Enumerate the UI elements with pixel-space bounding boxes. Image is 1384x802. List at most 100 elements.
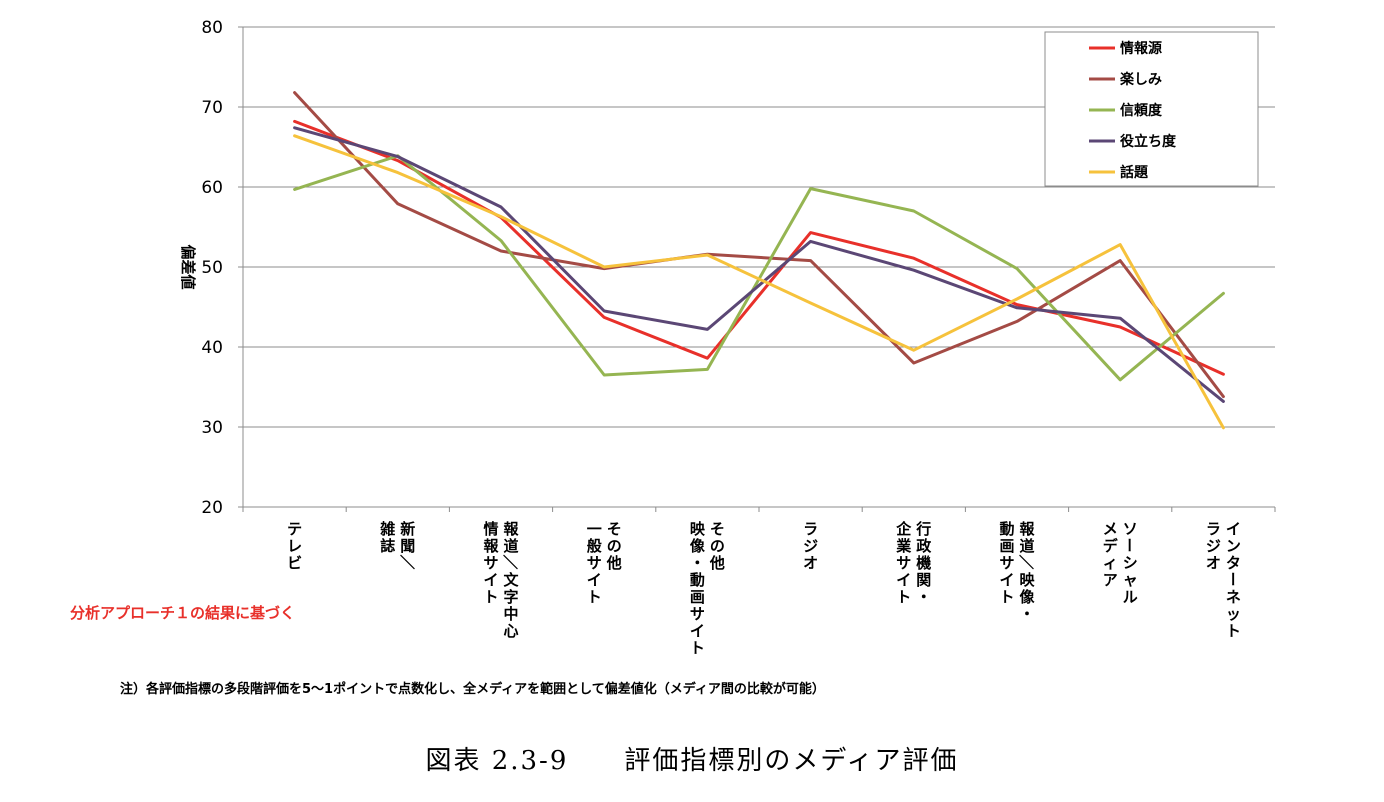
x-category-label-char: ル (1123, 588, 1138, 606)
legend-label: 情報源 (1120, 40, 1162, 57)
x-category-label-char: 像 (690, 537, 706, 555)
x-category-label-char: イ (896, 571, 911, 589)
series-line (293, 119, 1225, 376)
x-category-label-char: 政 (916, 537, 932, 555)
x-category-label-char: 報 (1019, 520, 1035, 538)
x-category-label-char: サ (587, 554, 602, 572)
gridlines (243, 26, 1275, 428)
series-line (293, 91, 1225, 399)
y-tick-label: 80 (201, 18, 223, 38)
figure-caption: 図表 2.3-9 評価指標別のメディア評価 (425, 746, 959, 776)
x-category-label-char: 字 (503, 588, 518, 606)
x-category-label-char: テ (287, 520, 302, 538)
x-category-label-char: ラ (803, 520, 818, 538)
x-category-label-char: ・ (690, 554, 705, 572)
x-category-label-char: 像 (1019, 588, 1035, 606)
x-category-label: 新聞／ 雑誌 (379, 520, 416, 570)
x-category-label-char: ／ (501, 554, 519, 569)
y-tick-label: 60 (201, 178, 223, 198)
x-category-label-char: シ (1123, 554, 1138, 572)
x-category-label-char: 機 (916, 554, 931, 572)
x-category-label-char: サ (999, 554, 1014, 572)
x-category-label-char: 文 (503, 571, 519, 589)
x-category-label-char: ィ (1103, 554, 1118, 572)
x-category-label-char: 一 (587, 520, 602, 538)
series-line (293, 126, 1225, 403)
x-category-label-char: 映 (1019, 571, 1035, 589)
x-category-label-char: 業 (895, 537, 912, 555)
legend-label: 信頼度 (1120, 102, 1163, 119)
x-category-label-char: 道 (503, 537, 518, 555)
x-category-label-char: ャ (1123, 571, 1138, 589)
x-category-label-char: 関 (916, 571, 931, 589)
x-category-label-char: ジ (1206, 537, 1221, 555)
x-category-label-char: 他 (606, 554, 622, 572)
legend-box (1044, 31, 1259, 187)
x-category-label-char: の (607, 537, 622, 555)
x-category-label-char: ト (896, 588, 911, 606)
x-category-label-char: ネ (1226, 588, 1241, 606)
x-category-label-char: サ (690, 605, 705, 623)
x-category-label-char: ／ (1017, 554, 1035, 569)
x-category-label-char: 映 (690, 520, 706, 538)
x-category-label-char: 中 (503, 605, 518, 623)
x-category-label-char: サ (483, 554, 498, 572)
series-lines (293, 91, 1225, 430)
x-category-label-char: ッ (1226, 605, 1241, 623)
x-category-label-char: そ (710, 520, 725, 538)
x-category-label-char: ー (1223, 571, 1241, 586)
x-category-label-char: ト (690, 639, 705, 657)
analysis-note: 分析アプローチ１の結果に基づく (70, 604, 296, 622)
x-category-label-char: ト (1226, 622, 1241, 640)
x-category-label-char: ソ (1123, 520, 1138, 538)
x-category-label-char: ラ (1206, 520, 1221, 538)
x-category-label-char: イ (999, 571, 1014, 589)
x-category-label-char: そ (607, 520, 622, 538)
x-category-label-char: ト (587, 588, 602, 606)
y-tick-label: 20 (201, 498, 223, 518)
series-line (293, 134, 1225, 430)
x-category-label-char: イ (483, 571, 498, 589)
y-tick-label: 30 (201, 418, 223, 438)
x-category-label-char: ト (999, 588, 1014, 606)
x-category-label-char: デ (1103, 537, 1119, 555)
y-tick-label: 70 (201, 98, 223, 118)
y-tick-labels: 20 30 40 50 60 70 80 (201, 18, 223, 518)
x-category-label-char: サ (896, 554, 911, 572)
x-category-label-char: 誌 (380, 537, 395, 555)
x-category-label-char: 情 (483, 520, 498, 538)
x-category-label-char: ・ (1019, 605, 1034, 623)
x-category-label-char: イ (690, 622, 705, 640)
x-category-label: テレビ (287, 520, 302, 572)
x-category-label-char: ト (483, 588, 498, 606)
legend-label: 話題 (1120, 164, 1149, 181)
legend-label: 楽しみ (1119, 71, 1162, 88)
axes (238, 26, 1276, 512)
x-category-label-char: ビ (287, 554, 302, 572)
y-tick-label: 50 (201, 258, 223, 278)
x-category-label-char: 他 (709, 554, 725, 572)
x-category-label-char: タ (1226, 554, 1241, 572)
x-category-label-char: 画 (690, 588, 705, 606)
y-axis-label: 偏差値 (179, 244, 197, 289)
x-category-label-char: 企 (895, 520, 912, 538)
x-category-label-char: イ (1226, 520, 1241, 538)
x-category-label-char: 行 (915, 520, 931, 538)
x-category-label-char: ア (1103, 571, 1118, 589)
x-category-label-char: 報 (503, 520, 519, 538)
x-category-label: ラジオ (803, 520, 818, 572)
footnote: 注）各評価指標の多段階評価を5～1ポイントで点数化し、全メディアを範囲として偏差… (120, 682, 825, 697)
x-category-label-char: 心 (503, 622, 518, 640)
x-category-labels: テレビ新聞／雑誌報道／文字中心情報サイトその他一般サイトその他映像・動画サイトラ… (287, 520, 1241, 657)
x-category-label-char: 動 (690, 571, 705, 589)
x-category-label-char: メ (1103, 520, 1118, 538)
x-category-label-char: 道 (1019, 537, 1034, 555)
